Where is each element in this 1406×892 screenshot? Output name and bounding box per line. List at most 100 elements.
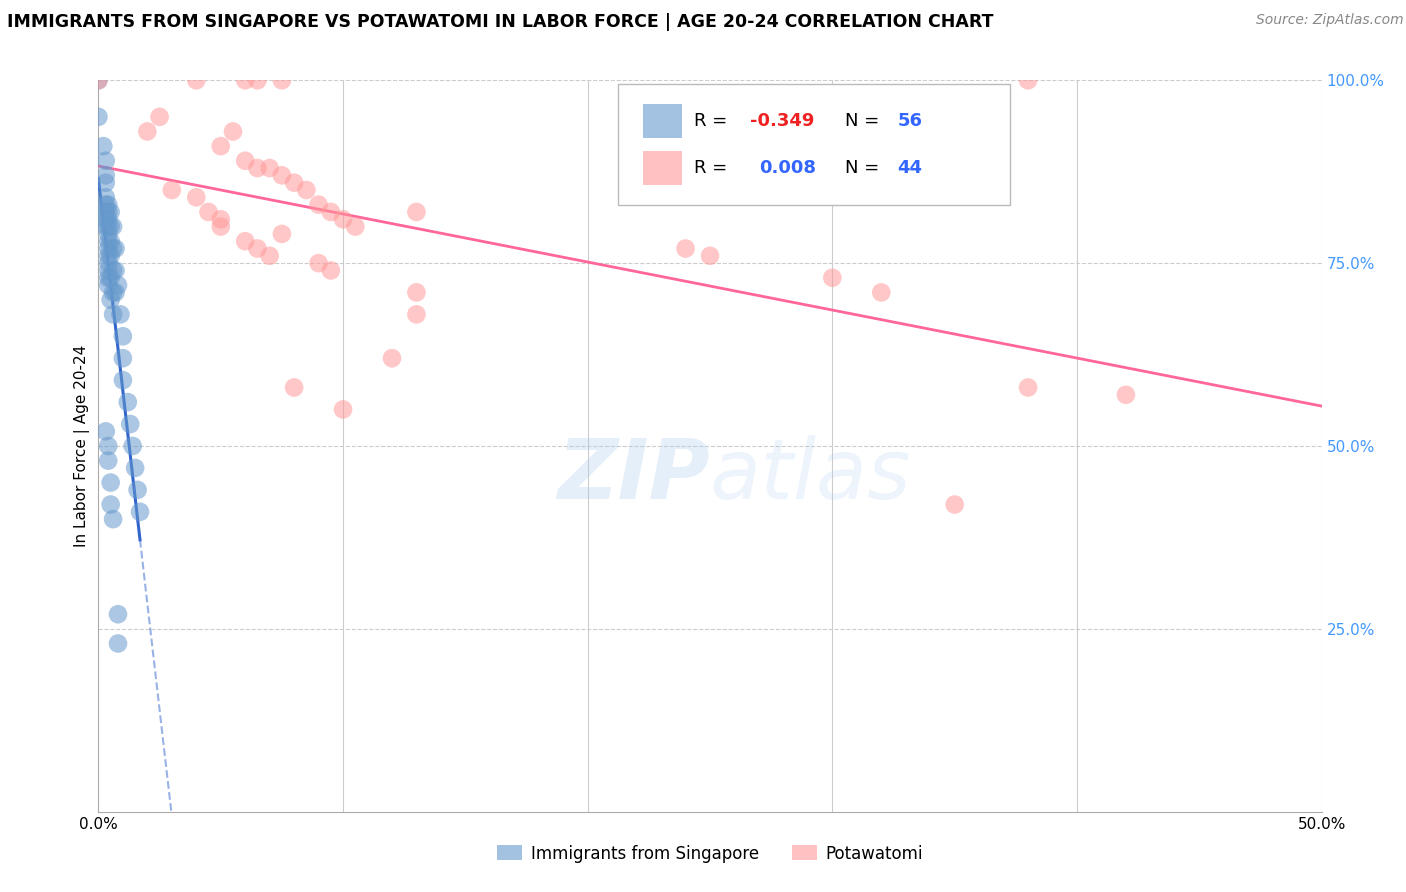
Point xyxy=(943,498,966,512)
Point xyxy=(94,425,117,439)
Point xyxy=(197,205,219,219)
Point xyxy=(246,242,269,256)
Point xyxy=(97,242,120,256)
Point xyxy=(405,285,427,300)
Point xyxy=(87,110,110,124)
Point xyxy=(97,270,120,285)
Point xyxy=(1017,380,1039,394)
Point xyxy=(94,190,117,204)
Point xyxy=(100,293,122,307)
Point xyxy=(259,161,281,175)
Point xyxy=(821,270,844,285)
Point xyxy=(97,263,120,277)
Point xyxy=(101,512,124,526)
Point xyxy=(283,176,305,190)
Point xyxy=(1017,73,1039,87)
Point xyxy=(101,242,124,256)
Point xyxy=(97,212,120,227)
Point xyxy=(94,205,117,219)
Point xyxy=(259,249,281,263)
Point xyxy=(97,227,120,241)
FancyBboxPatch shape xyxy=(619,84,1010,204)
Text: R =: R = xyxy=(695,112,733,130)
Point xyxy=(127,483,149,497)
Point xyxy=(405,205,427,219)
Point xyxy=(104,285,127,300)
Point xyxy=(233,73,256,87)
Point xyxy=(233,234,256,248)
Point xyxy=(308,256,330,270)
Point xyxy=(110,307,132,321)
Point xyxy=(97,205,120,219)
Point xyxy=(97,278,120,293)
Point xyxy=(100,205,122,219)
Point xyxy=(107,607,129,622)
Point xyxy=(100,234,122,248)
Text: -0.349: -0.349 xyxy=(751,112,814,130)
Text: N =: N = xyxy=(845,159,884,177)
Point xyxy=(209,139,232,153)
Point xyxy=(160,183,183,197)
Point xyxy=(87,73,110,87)
Point xyxy=(101,219,124,234)
Point xyxy=(332,402,354,417)
Point xyxy=(699,249,721,263)
Point xyxy=(97,256,120,270)
Point xyxy=(100,475,122,490)
Point xyxy=(186,190,208,204)
Point xyxy=(233,153,256,168)
Point xyxy=(121,439,143,453)
Point xyxy=(870,285,893,300)
Point xyxy=(209,219,232,234)
FancyBboxPatch shape xyxy=(643,151,682,185)
Point xyxy=(332,212,354,227)
Point xyxy=(94,219,117,234)
Point xyxy=(270,227,294,241)
Point xyxy=(97,439,120,453)
Point xyxy=(308,197,330,211)
Legend: Immigrants from Singapore, Potawatomi: Immigrants from Singapore, Potawatomi xyxy=(491,838,929,869)
Text: Source: ZipAtlas.com: Source: ZipAtlas.com xyxy=(1256,13,1403,28)
Point xyxy=(94,212,117,227)
Point xyxy=(246,161,269,175)
Point xyxy=(1115,388,1137,402)
Point xyxy=(186,73,208,87)
Point xyxy=(91,139,114,153)
Point xyxy=(97,453,120,467)
Point xyxy=(87,73,110,87)
Point xyxy=(295,183,318,197)
Point xyxy=(381,351,404,366)
Point xyxy=(111,351,134,366)
Point xyxy=(129,505,152,519)
Point xyxy=(124,461,146,475)
Point xyxy=(107,278,129,293)
Point xyxy=(104,263,127,277)
Point xyxy=(111,329,134,343)
Point xyxy=(344,219,367,234)
Text: R =: R = xyxy=(695,159,740,177)
Point xyxy=(111,373,134,387)
Y-axis label: In Labor Force | Age 20-24: In Labor Force | Age 20-24 xyxy=(75,345,90,547)
FancyBboxPatch shape xyxy=(643,104,682,138)
Point xyxy=(120,417,142,431)
Point xyxy=(100,498,122,512)
Point xyxy=(319,205,342,219)
Point xyxy=(94,176,117,190)
Point xyxy=(94,197,117,211)
Point xyxy=(97,249,120,263)
Point xyxy=(97,197,120,211)
Point xyxy=(319,263,342,277)
Point xyxy=(94,169,117,183)
Text: atlas: atlas xyxy=(710,434,911,516)
Point xyxy=(101,307,124,321)
Point xyxy=(405,307,427,321)
Point xyxy=(100,219,122,234)
Point xyxy=(101,285,124,300)
Point xyxy=(117,395,139,409)
Point xyxy=(136,124,159,138)
Point xyxy=(100,249,122,263)
Point xyxy=(100,270,122,285)
Point xyxy=(97,234,120,248)
Text: N =: N = xyxy=(845,112,884,130)
Point xyxy=(283,380,305,394)
